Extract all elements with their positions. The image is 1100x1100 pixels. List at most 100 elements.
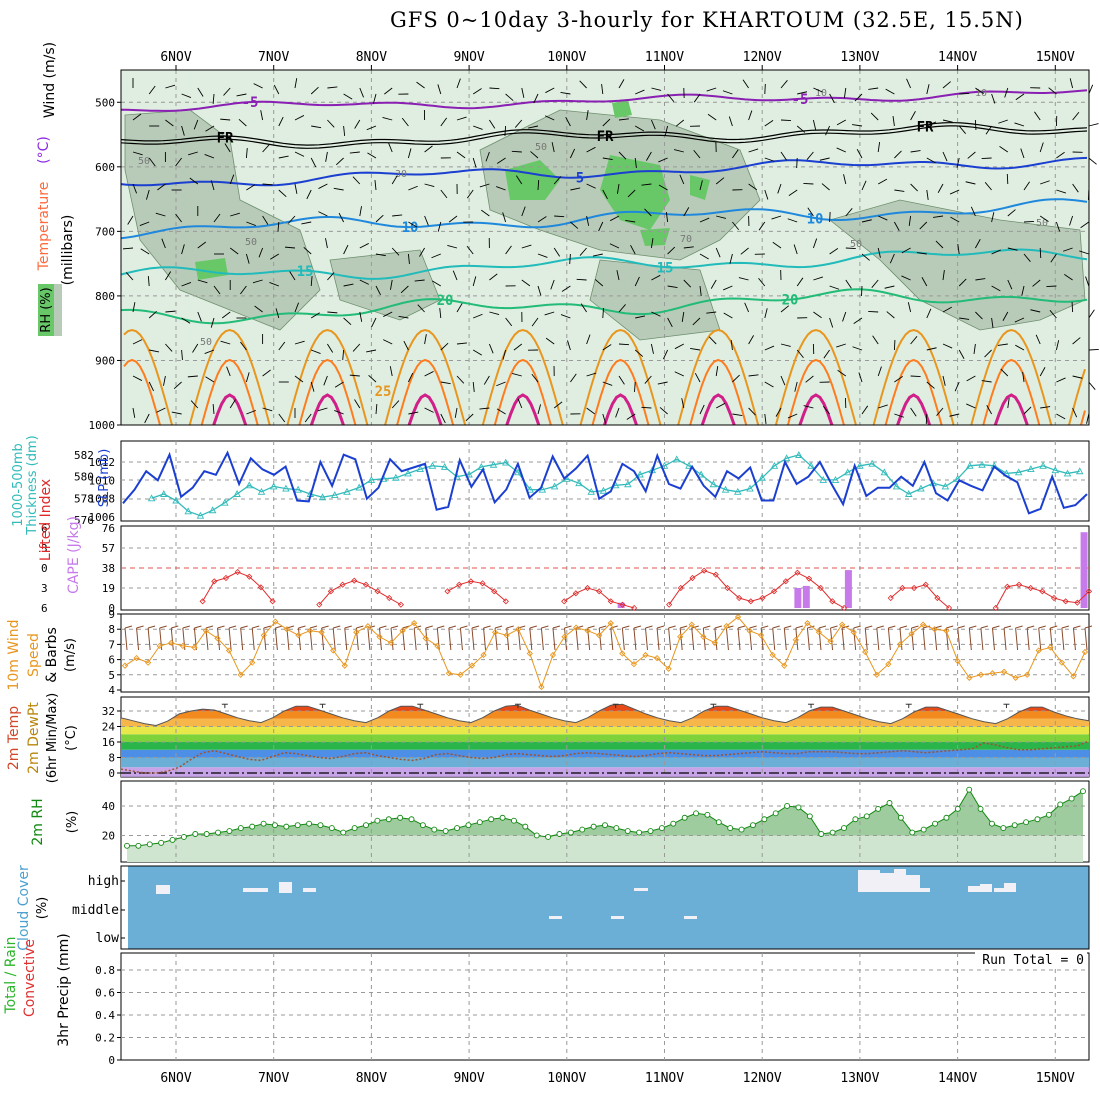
wind-barb bbox=[545, 337, 555, 345]
wind-barb bbox=[942, 151, 948, 162]
wind-barb-flag bbox=[761, 625, 769, 629]
wind-speed-marker bbox=[943, 627, 950, 634]
wind-ylabel: 10m Wind bbox=[6, 619, 22, 690]
wind-barb-flag bbox=[379, 625, 387, 629]
wind-barb-flag bbox=[749, 625, 757, 629]
wind-barb-staff bbox=[344, 627, 348, 651]
wind-barb-flag bbox=[159, 625, 167, 629]
wind-barb-flag bbox=[876, 625, 884, 629]
lifted-index-line bbox=[202, 571, 273, 602]
cloud-level-label: middle bbox=[72, 903, 119, 918]
wind-barb bbox=[204, 349, 215, 355]
wind-barb bbox=[155, 212, 166, 217]
rh-contour-label: 30 bbox=[395, 169, 407, 180]
wind-barb bbox=[545, 87, 555, 94]
thickness-marker bbox=[856, 461, 864, 469]
wind-barb-staff bbox=[1015, 627, 1019, 651]
wind-barb bbox=[889, 253, 895, 264]
lifted-marker bbox=[992, 604, 999, 612]
wind-barb bbox=[871, 279, 879, 288]
wind-barb-flag bbox=[390, 625, 399, 629]
wind-barb-staff bbox=[1038, 627, 1042, 651]
wind-barb bbox=[567, 340, 571, 351]
wind-barb bbox=[758, 277, 766, 287]
wind-barb bbox=[310, 86, 319, 95]
wind-barb bbox=[836, 147, 846, 153]
panel-frame-cloud bbox=[120, 865, 1090, 950]
wind-barb bbox=[657, 381, 668, 385]
rh-contour-label: 50 bbox=[200, 337, 212, 348]
wind-barb bbox=[878, 404, 888, 409]
wind-barb bbox=[884, 285, 895, 289]
wind-barb bbox=[973, 343, 976, 354]
run-total-label: Run Total = 0 bbox=[982, 953, 1084, 968]
wind-barb-flag bbox=[460, 625, 468, 629]
wind-barb bbox=[210, 317, 215, 328]
wind-barb bbox=[156, 407, 166, 413]
high-cloud-block bbox=[980, 884, 992, 892]
rh2m-marker bbox=[829, 829, 836, 836]
wind-barb bbox=[740, 247, 749, 255]
wind-barb bbox=[1023, 406, 1032, 415]
wind-barb bbox=[854, 93, 863, 102]
rh2m-marker bbox=[897, 814, 904, 821]
wind-barb bbox=[602, 307, 604, 319]
wind-barb bbox=[667, 285, 678, 289]
wind-barb bbox=[148, 381, 154, 392]
rh-legend-swatch bbox=[38, 284, 54, 336]
wind-barb bbox=[502, 349, 507, 360]
wind-barb bbox=[278, 116, 284, 127]
wind-barb bbox=[403, 340, 409, 351]
wind-barb bbox=[1014, 317, 1025, 323]
cape-bar bbox=[1080, 532, 1088, 608]
wind-barb bbox=[472, 349, 483, 356]
precip-ylabel-conv: Convective bbox=[22, 939, 38, 1017]
wind-barb bbox=[675, 119, 685, 127]
wind-barb bbox=[926, 308, 932, 319]
wind-barb bbox=[448, 215, 458, 223]
wind-barb bbox=[229, 174, 235, 185]
rh2m-marker bbox=[340, 829, 347, 836]
wind-barb bbox=[537, 285, 542, 296]
wind-barb bbox=[419, 247, 425, 257]
wind-barb bbox=[262, 183, 273, 186]
rh2m-marker bbox=[841, 825, 847, 832]
rh2m-marker bbox=[169, 836, 176, 843]
wind-barb bbox=[1088, 381, 1096, 390]
wind-barb-flag bbox=[217, 625, 225, 629]
isotherm-arch bbox=[872, 328, 955, 426]
day-label-bottom: 12NOV bbox=[743, 1071, 782, 1086]
wind-barb bbox=[949, 413, 960, 417]
wind-barb bbox=[821, 183, 830, 191]
wind-barb-flag bbox=[1038, 625, 1046, 629]
temp-band bbox=[121, 718, 1089, 727]
wind-barb-staff bbox=[321, 627, 325, 651]
wind-barb bbox=[634, 125, 645, 132]
wind-barb bbox=[626, 413, 636, 420]
thickness-marker bbox=[892, 482, 901, 490]
wind-barb bbox=[662, 349, 669, 360]
wind-barb bbox=[245, 253, 250, 264]
wind-speed-marker bbox=[758, 632, 765, 639]
lifted-marker bbox=[771, 588, 778, 595]
y-tick-label: 900 bbox=[95, 354, 115, 367]
rh2m-marker bbox=[226, 828, 233, 834]
wind-barb bbox=[1014, 122, 1025, 127]
wind-barb bbox=[959, 317, 970, 320]
wind-barb bbox=[813, 276, 824, 281]
wind-barb-staff bbox=[1084, 627, 1088, 651]
lifted-marker bbox=[841, 604, 848, 612]
wind-barb bbox=[278, 341, 286, 351]
wind-barb-flag bbox=[703, 625, 711, 629]
wind-barb bbox=[602, 189, 608, 200]
wind-barb-flag bbox=[680, 625, 688, 629]
wind-barb bbox=[1039, 142, 1044, 153]
isotherm-label: FR bbox=[597, 129, 614, 145]
isotherm-arch bbox=[677, 328, 760, 426]
wind-barb bbox=[886, 311, 895, 319]
wind-barb-flag bbox=[899, 625, 908, 629]
wind-barb bbox=[926, 381, 935, 389]
wind-speed-marker bbox=[769, 651, 776, 659]
wind-barb bbox=[456, 303, 463, 313]
wind-speed-marker bbox=[376, 633, 383, 640]
